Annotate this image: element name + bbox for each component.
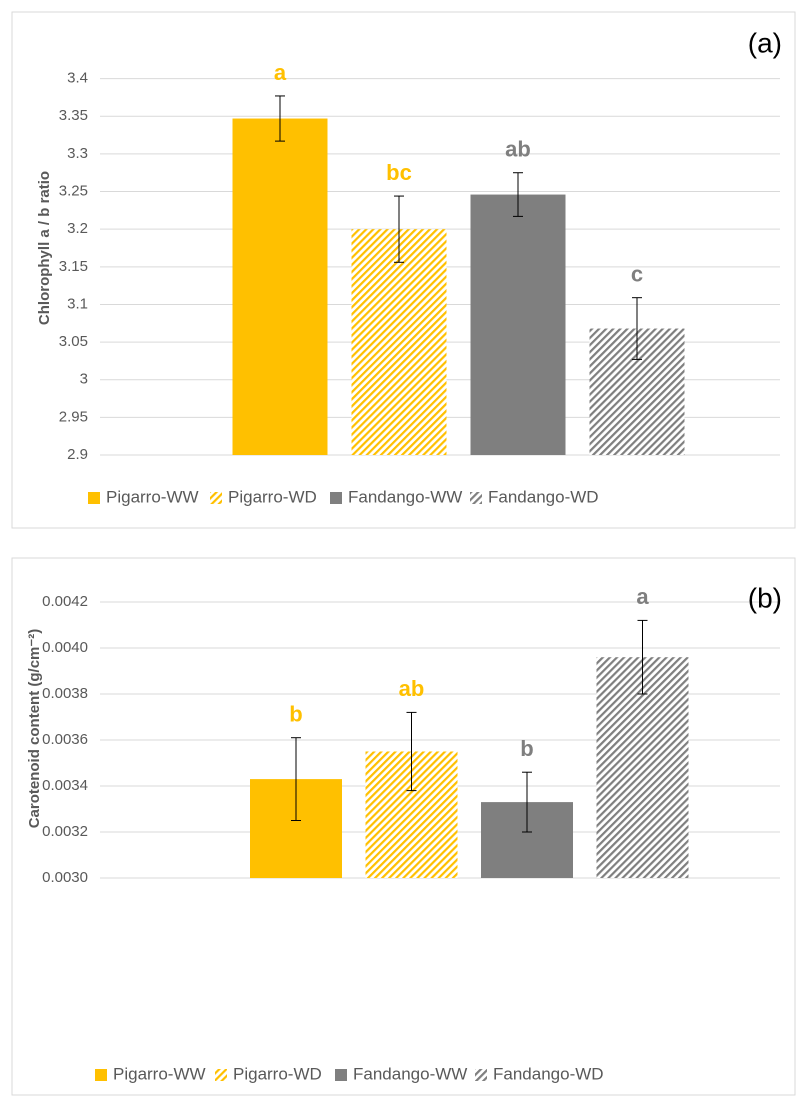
y-tick-label: 3.05 [59, 333, 88, 350]
y-tick-label: 3.25 [59, 183, 88, 200]
y-tick-label: 0.0036 [42, 731, 88, 748]
y-tick-label: 3.3 [67, 145, 88, 162]
y-tick-label: 0.0030 [42, 869, 88, 886]
y-tick-label: 3.15 [59, 258, 88, 275]
legend-label: Fandango-WD [488, 487, 599, 506]
y-axis-label: Carotenoid content (g/cm⁻²) [26, 629, 43, 829]
y-tick-label: 2.95 [59, 408, 88, 425]
legend-label: Pigarro-WW [106, 487, 199, 506]
significance-letter: b [289, 702, 302, 727]
significance-letter: a [636, 584, 649, 609]
bar [470, 194, 566, 455]
significance-letter: c [631, 261, 643, 286]
significance-letter: ab [399, 676, 425, 701]
significance-letter: b [520, 736, 533, 761]
legend-swatch [88, 492, 100, 504]
legend-label: Fandango-WW [348, 487, 462, 506]
bar [351, 229, 447, 455]
legend-label: Pigarro-WD [228, 487, 317, 506]
panel-label: (b) [748, 582, 782, 613]
significance-letter: ab [505, 137, 531, 162]
significance-letter: bc [386, 160, 412, 185]
legend-label: Pigarro-WD [233, 1064, 322, 1083]
y-tick-label: 3 [80, 371, 88, 388]
y-tick-label: 0.0040 [42, 639, 88, 656]
y-tick-label: 0.0042 [42, 593, 88, 610]
legend-swatch [335, 1069, 347, 1081]
legend-swatch [330, 492, 342, 504]
y-tick-label: 3.35 [59, 107, 88, 124]
panel-label: (a) [748, 27, 782, 58]
legend-swatch [470, 492, 482, 504]
legend-label: Fandango-WD [493, 1064, 604, 1083]
y-tick-label: 3.4 [67, 70, 88, 87]
y-tick-label: 0.0038 [42, 685, 88, 702]
legend-swatch [475, 1069, 487, 1081]
legend-swatch [95, 1069, 107, 1081]
legend-label: Pigarro-WW [113, 1064, 206, 1083]
y-tick-label: 3.2 [67, 220, 88, 237]
y-axis-label: Chlorophyll a / b ratio [36, 171, 53, 325]
significance-letter: a [274, 60, 287, 85]
y-tick-label: 2.9 [67, 446, 88, 463]
legend-swatch [215, 1069, 227, 1081]
bar [232, 118, 328, 455]
y-tick-label: 3.1 [67, 295, 88, 312]
legend-label: Fandango-WW [353, 1064, 467, 1083]
y-tick-label: 0.0032 [42, 823, 88, 840]
legend-swatch [210, 492, 222, 504]
y-tick-label: 0.0034 [42, 777, 88, 794]
